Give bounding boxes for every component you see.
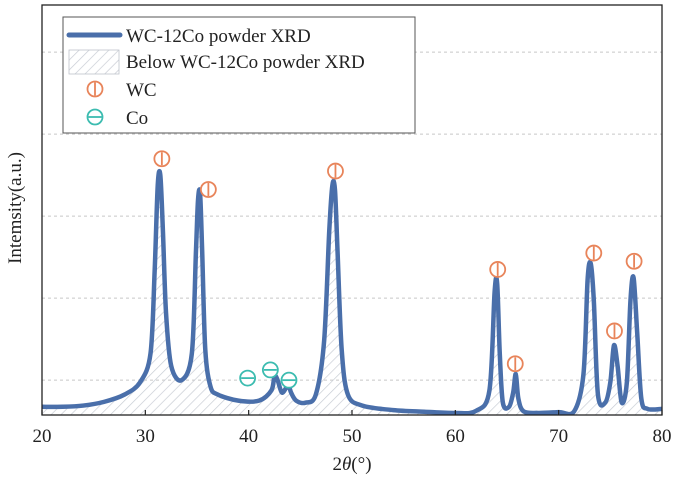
series-line-group	[42, 168, 662, 415]
wc-peak-marker-2	[327, 162, 344, 180]
legend-label-area: Below WC-12Co powder XRD	[126, 52, 365, 73]
wc-peak-marker-3	[489, 261, 507, 278]
legend-label-co: Co	[126, 108, 148, 129]
co-peak-marker-0	[239, 369, 257, 387]
x-axis-title: 2θ(°)	[332, 454, 371, 475]
area-below-series	[42, 171, 662, 415]
series-line	[42, 168, 662, 415]
co-peak-marker-2	[280, 371, 298, 389]
legend-wc-marker-icon	[86, 80, 104, 98]
x-tick-label-6: 80	[653, 426, 672, 447]
x-tick-label-1: 30	[136, 426, 155, 447]
hatched-area	[42, 171, 662, 415]
wc-peak-marker-4	[506, 355, 524, 373]
x-tick-label-0: 20	[33, 426, 52, 447]
wc-peak-marker-0	[153, 150, 171, 168]
x-tick-label-4: 60	[446, 426, 465, 447]
legend-co-marker-icon	[86, 108, 104, 126]
legend-hatch-swatch	[68, 49, 120, 75]
y-axis-title: Intemsity(a.u.)	[5, 152, 26, 264]
x-tick-label-5: 70	[549, 426, 568, 447]
wc-peak-marker-5	[585, 244, 603, 262]
wc-peak-marker-6	[606, 322, 623, 340]
wc-peak-marker-1	[199, 181, 217, 198]
co-peak-marker-1	[261, 361, 279, 379]
peak-markers	[153, 150, 643, 389]
x-tick-label-3: 50	[343, 426, 362, 447]
x-tick-label-2: 40	[239, 426, 258, 447]
x-axis-ticks: 20 30 40 50 60 70 80	[33, 410, 672, 447]
legend-label-series: WC-12Co powder XRD	[126, 26, 311, 47]
wc-peak-marker-7	[625, 252, 643, 270]
legend-label-wc: WC	[126, 80, 157, 101]
legend: WC-12Co powder XRD Below WC-12Co powder …	[62, 16, 416, 134]
